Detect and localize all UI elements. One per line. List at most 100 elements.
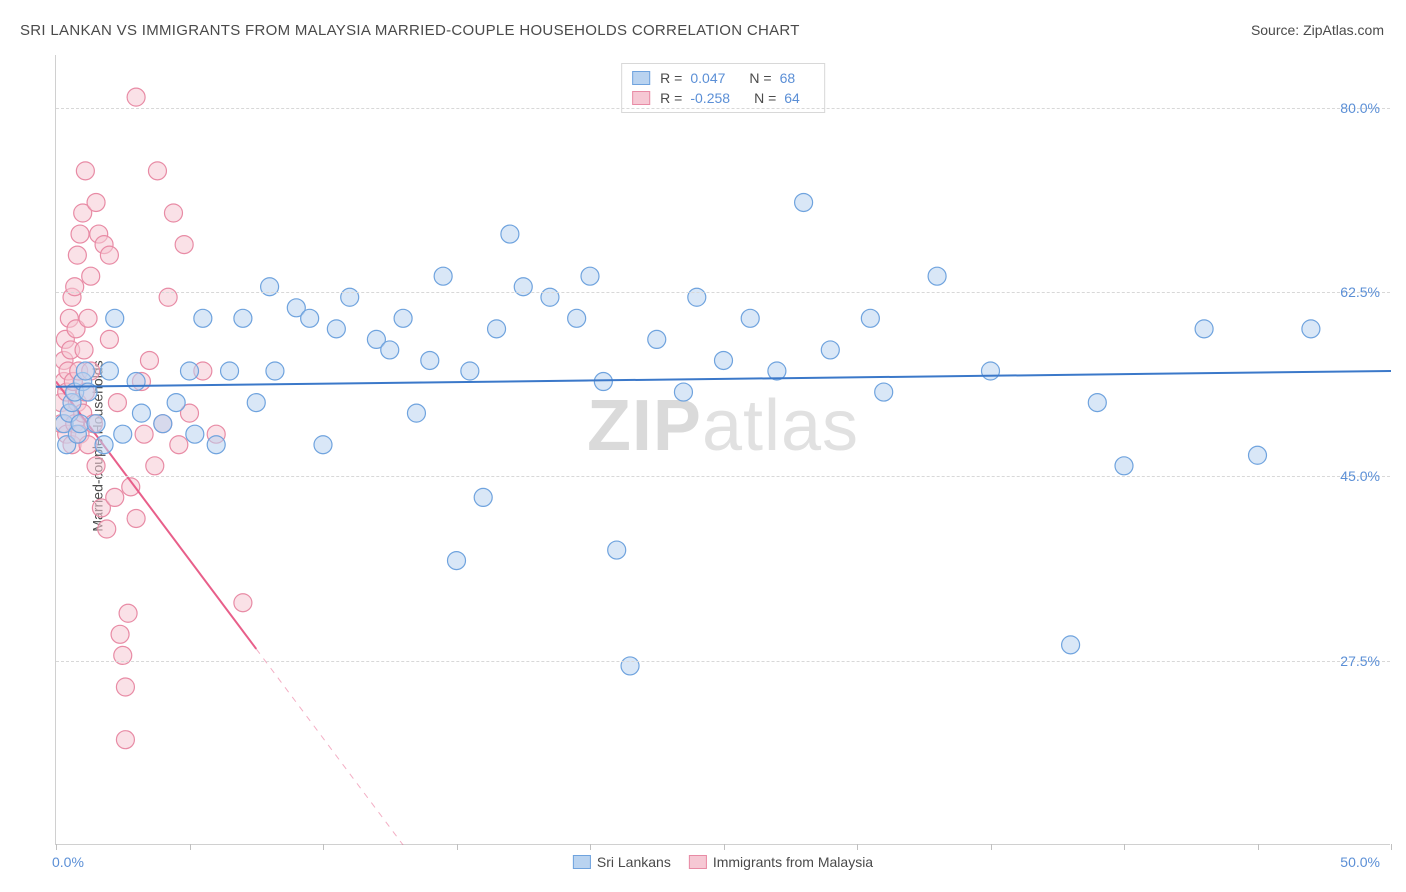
- point-a: [394, 309, 412, 327]
- point-a: [341, 288, 359, 306]
- legend-item-a: Sri Lankans: [573, 854, 671, 870]
- point-b: [148, 162, 166, 180]
- point-a: [407, 404, 425, 422]
- point-b: [114, 646, 132, 664]
- point-a: [132, 404, 150, 422]
- point-a: [1088, 394, 1106, 412]
- point-b: [175, 236, 193, 254]
- point-b: [164, 204, 182, 222]
- gridline-h: [56, 292, 1390, 293]
- gridline-h: [56, 476, 1390, 477]
- point-b: [140, 351, 158, 369]
- point-a: [621, 657, 639, 675]
- chart-svg: [56, 55, 1391, 845]
- point-b: [170, 436, 188, 454]
- n-label-a: N =: [749, 70, 771, 86]
- chart-title: SRI LANKAN VS IMMIGRANTS FROM MALAYSIA M…: [20, 22, 800, 39]
- point-a: [608, 541, 626, 559]
- plot-area: ZIPatlas R = 0.047 N = 68 R = -0.258 N =…: [55, 55, 1390, 845]
- point-a: [488, 320, 506, 338]
- r-label-a: R =: [660, 70, 682, 86]
- point-a: [541, 288, 559, 306]
- point-a: [461, 362, 479, 380]
- point-a: [648, 330, 666, 348]
- ytick-label: 27.5%: [1340, 653, 1380, 669]
- swatch-b-icon: [689, 855, 707, 869]
- point-a: [928, 267, 946, 285]
- correlation-legend: R = 0.047 N = 68 R = -0.258 N = 64: [621, 63, 825, 113]
- xtick: [56, 844, 57, 850]
- trendline-b-dashed: [256, 649, 403, 845]
- x-max-label: 50.0%: [1340, 854, 1380, 870]
- point-b: [82, 267, 100, 285]
- ytick-label: 80.0%: [1340, 100, 1380, 116]
- point-a: [71, 415, 89, 433]
- point-a: [266, 362, 284, 380]
- r-label-b: R =: [660, 90, 682, 106]
- point-b: [135, 425, 153, 443]
- point-b: [111, 625, 129, 643]
- point-b: [146, 457, 164, 475]
- point-a: [181, 362, 199, 380]
- point-a: [1062, 636, 1080, 654]
- point-a: [741, 309, 759, 327]
- point-a: [381, 341, 399, 359]
- point-a: [688, 288, 706, 306]
- point-a: [167, 394, 185, 412]
- ytick-label: 62.5%: [1340, 284, 1380, 300]
- point-a: [1115, 457, 1133, 475]
- gridline-h: [56, 661, 1390, 662]
- xtick: [857, 844, 858, 850]
- legend-row-b: R = -0.258 N = 64: [632, 88, 814, 108]
- point-a: [434, 267, 452, 285]
- plot-frame: ZIPatlas R = 0.047 N = 68 R = -0.258 N =…: [55, 55, 1390, 845]
- point-a: [194, 309, 212, 327]
- source-label: Source: ZipAtlas.com: [1251, 22, 1384, 38]
- point-b: [116, 731, 134, 749]
- n-value-b: 64: [784, 90, 800, 106]
- point-a: [127, 373, 145, 391]
- point-a: [301, 309, 319, 327]
- point-a: [221, 362, 239, 380]
- xtick: [1391, 844, 1392, 850]
- point-a: [795, 193, 813, 211]
- point-a: [234, 309, 252, 327]
- swatch-a: [632, 71, 650, 85]
- point-a: [261, 278, 279, 296]
- point-b: [66, 278, 84, 296]
- point-a: [186, 425, 204, 443]
- xtick: [1124, 844, 1125, 850]
- point-a: [474, 488, 492, 506]
- xtick: [724, 844, 725, 850]
- point-b: [106, 488, 124, 506]
- point-a: [247, 394, 265, 412]
- point-b: [68, 246, 86, 264]
- n-label-b: N =: [754, 90, 776, 106]
- point-b: [108, 394, 126, 412]
- point-b: [100, 330, 118, 348]
- point-b: [98, 520, 116, 538]
- point-a: [568, 309, 586, 327]
- point-a: [87, 415, 105, 433]
- point-a: [861, 309, 879, 327]
- point-b: [100, 246, 118, 264]
- point-a: [875, 383, 893, 401]
- xtick: [190, 844, 191, 850]
- point-b: [159, 288, 177, 306]
- point-a: [154, 415, 172, 433]
- point-a: [448, 552, 466, 570]
- point-b: [75, 341, 93, 359]
- point-a: [106, 309, 124, 327]
- point-a: [207, 436, 225, 454]
- point-a: [1249, 446, 1267, 464]
- point-b: [76, 162, 94, 180]
- point-a: [1195, 320, 1213, 338]
- point-a: [421, 351, 439, 369]
- r-value-b: -0.258: [690, 90, 730, 106]
- point-a: [95, 436, 113, 454]
- xtick: [991, 844, 992, 850]
- trendline-a: [56, 371, 1391, 387]
- point-a: [982, 362, 1000, 380]
- gridline-h: [56, 108, 1390, 109]
- point-b: [87, 457, 105, 475]
